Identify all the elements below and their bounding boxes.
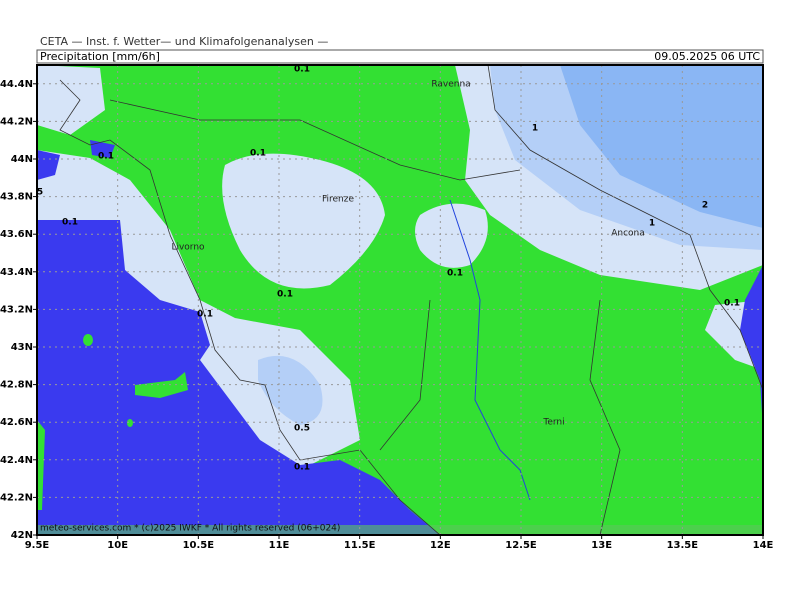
y-tick-label: 44.2N xyxy=(0,116,33,127)
sea xyxy=(37,150,60,180)
sea xyxy=(37,220,440,535)
y-tick-label: 42.4N xyxy=(0,455,33,466)
contour-label: 0.1 xyxy=(724,299,740,309)
grid xyxy=(37,65,763,535)
y-tick-label: 42.8N xyxy=(0,380,33,391)
map-area: Ravenna Firenze Livorno Ancona Terni 0.1… xyxy=(37,65,763,535)
island xyxy=(127,419,133,427)
x-tick-label: 13.5E xyxy=(667,540,699,551)
valid-time: 09.05.2025 06 UTC xyxy=(654,50,760,63)
x-tick-label: 11E xyxy=(269,540,290,551)
city: Ancona xyxy=(611,229,645,239)
y-tick-label: 42N xyxy=(11,530,33,541)
contour-label: 0.1 xyxy=(62,218,78,228)
y-tick-label: 43N xyxy=(11,342,33,353)
contour-label: 0.1 xyxy=(197,310,213,320)
frame xyxy=(36,64,764,536)
contour-label: 0.1 xyxy=(447,269,463,279)
y-tick-label: 42.2N xyxy=(0,492,33,503)
y-tick-label: 42.6N xyxy=(0,417,33,428)
contour-label: 0.1 xyxy=(294,65,310,75)
border xyxy=(109,99,621,535)
x-tick-label: 10.5E xyxy=(183,540,215,551)
x-tick-label: 12.5E xyxy=(505,540,537,551)
precip-area xyxy=(560,65,763,228)
x-tick-label: 13E xyxy=(591,540,612,551)
city: Ravenna xyxy=(431,80,470,90)
precip-area xyxy=(415,203,488,268)
y-tick-label: 44.4N xyxy=(0,79,33,90)
precip-area xyxy=(258,355,323,425)
x-tick-label: 9.5E xyxy=(25,540,50,551)
x-tick-label: 14E xyxy=(753,540,774,551)
precip-area xyxy=(37,65,105,135)
island xyxy=(37,420,45,510)
y-tick-label: 44N xyxy=(11,154,33,165)
contour-label: 2 xyxy=(702,201,708,211)
y-tick-label: 43.8N xyxy=(0,192,33,203)
footer: meteo-services.com * (c)2025 IWKF * All … xyxy=(40,524,340,534)
contour-label: 0.1 xyxy=(294,463,310,473)
header: CETA — Inst. f. Wetter— und Klimafolgena… xyxy=(40,35,328,48)
contour-label: 1 xyxy=(649,219,655,229)
x-tick-label: 12E xyxy=(430,540,451,551)
bottom-strip xyxy=(37,525,763,535)
y-tick-label: 43.4N xyxy=(0,267,33,278)
island xyxy=(83,334,93,346)
contour-label: 0.1 xyxy=(277,290,293,300)
y-tick-label: 43.6N xyxy=(0,229,33,240)
contour-label: 0.1 xyxy=(250,149,266,159)
contour-label: 0.1 xyxy=(98,152,114,162)
city: Firenze xyxy=(322,195,354,205)
contour-label: 0.5 xyxy=(294,424,310,434)
city: Terni xyxy=(542,418,564,428)
x-tick-label: 10E xyxy=(107,540,128,551)
coastline xyxy=(59,79,441,535)
city: Livorno xyxy=(171,243,205,253)
x-tick-label: 11.5E xyxy=(344,540,376,551)
island xyxy=(135,372,188,398)
title: Precipitation [mm/6h] xyxy=(40,50,160,63)
precip-area xyxy=(222,153,385,289)
title-box xyxy=(36,49,764,64)
contour-label: 1 xyxy=(532,124,538,134)
river xyxy=(449,199,531,501)
y-tick-label: 43.2N xyxy=(0,304,33,315)
coastline xyxy=(487,65,763,391)
contour-label: 5 xyxy=(37,188,43,198)
sea xyxy=(90,140,115,158)
